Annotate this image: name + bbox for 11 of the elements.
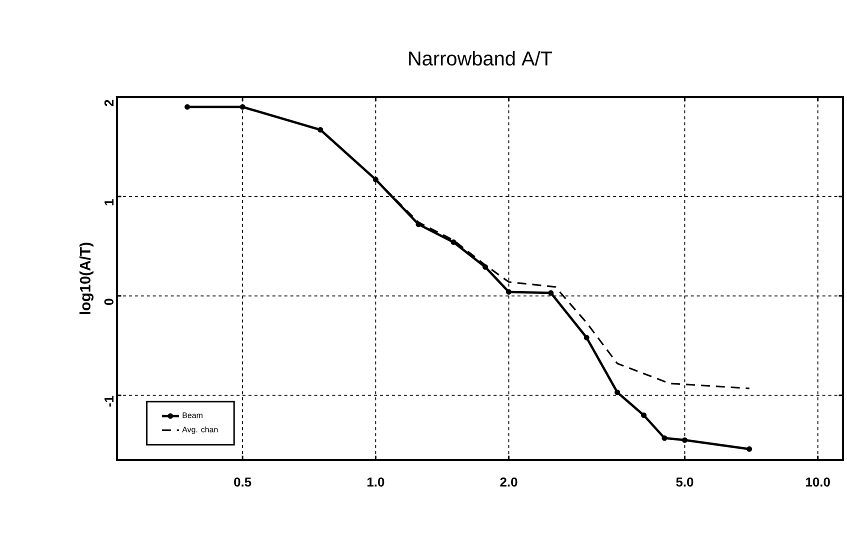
y-tick-label: 1 — [104, 199, 114, 206]
x-tick-label: 10.0 — [806, 477, 830, 487]
y-tick-label: 2 — [104, 100, 114, 106]
x-tick-label: 5.0 — [676, 477, 694, 487]
y-tick-label: 0 — [104, 298, 114, 305]
x-tick-label: 0.5 — [234, 477, 252, 487]
y-tick-label: -1 — [104, 396, 114, 407]
x-tick-label: 1.0 — [367, 477, 384, 487]
x-tick-label: 2.0 — [500, 477, 518, 487]
chart-title: Narrowband A/T — [409, 50, 552, 66]
y-axis-title: log10(A/T) — [79, 242, 94, 314]
